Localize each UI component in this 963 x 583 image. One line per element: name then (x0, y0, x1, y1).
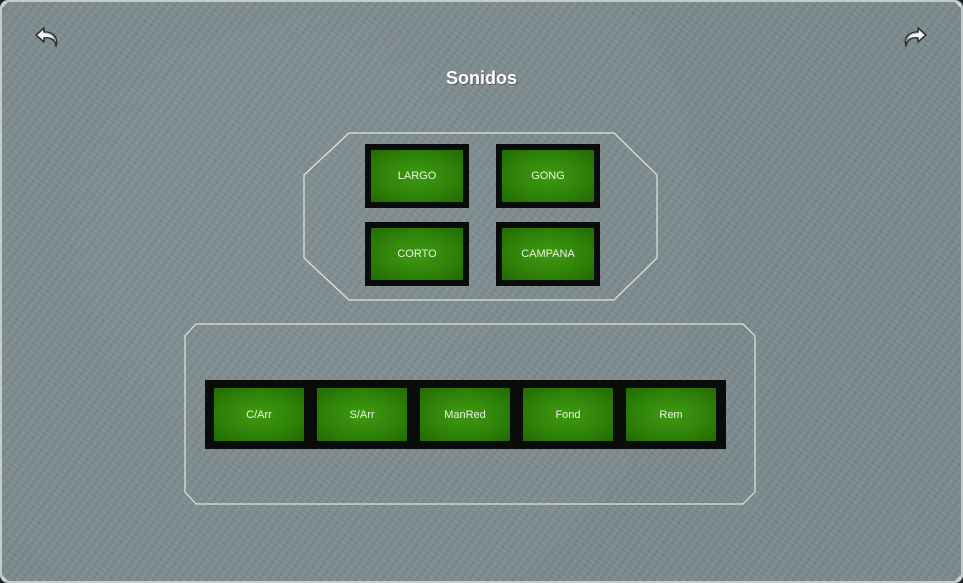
s-arr-button[interactable]: S/Arr (317, 388, 407, 441)
redo-arrow-icon (904, 27, 927, 47)
back-button[interactable] (32, 22, 64, 54)
campana-button[interactable]: CAMPANA (496, 222, 600, 286)
corto-label: CORTO (371, 228, 463, 280)
fond-button[interactable]: Fond (523, 388, 613, 441)
corto-button[interactable]: CORTO (365, 222, 469, 286)
page-title: Sonidos (446, 68, 517, 88)
bottom-button-strip: C/Arr S/Arr ManRed Fond Rem (205, 380, 726, 449)
largo-label: LARGO (371, 150, 463, 202)
forward-button[interactable] (898, 22, 930, 54)
frame-corner (2, 2, 10, 10)
campana-label: CAMPANA (502, 228, 594, 280)
gong-label: GONG (502, 150, 594, 202)
rem-button[interactable]: Rem (626, 388, 716, 441)
gong-button[interactable]: GONG (496, 144, 600, 208)
top-group-outline (303, 132, 658, 301)
largo-button[interactable]: LARGO (365, 144, 469, 208)
frame-corner (953, 2, 961, 10)
c-arr-button[interactable]: C/Arr (214, 388, 304, 441)
manred-button[interactable]: ManRed (420, 388, 510, 441)
frame-corner (953, 573, 961, 581)
undo-arrow-icon (35, 27, 58, 47)
frame-corner (2, 573, 10, 581)
